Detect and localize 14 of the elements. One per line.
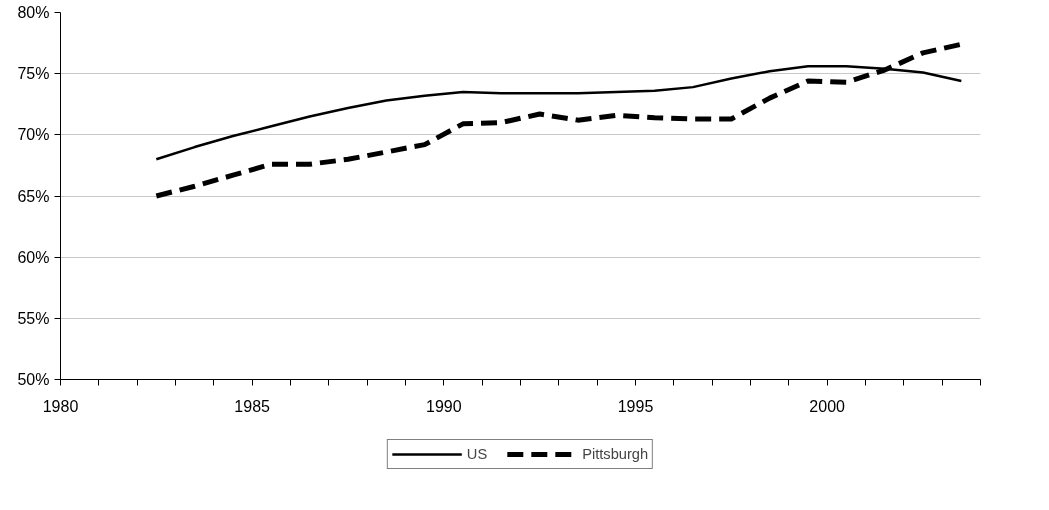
legend-label: Pittsburgh <box>582 446 649 462</box>
x-tick-label: 1985 <box>234 397 271 415</box>
y-tick-label: 75% <box>17 65 50 83</box>
legend-label: US <box>466 446 488 462</box>
y-tick-label: 65% <box>17 187 50 205</box>
x-tick-label: 1995 <box>617 397 654 415</box>
x-tick-label: 1980 <box>42 397 79 415</box>
x-tick-label: 2000 <box>809 397 846 415</box>
y-tick-label: 80% <box>17 4 50 21</box>
y-tick-label: 50% <box>17 371 50 388</box>
x-tick-label: 1990 <box>426 397 462 415</box>
y-tick-label: 60% <box>17 248 50 266</box>
y-tick-label: 70% <box>17 126 50 144</box>
y-tick-label: 55% <box>17 309 50 327</box>
